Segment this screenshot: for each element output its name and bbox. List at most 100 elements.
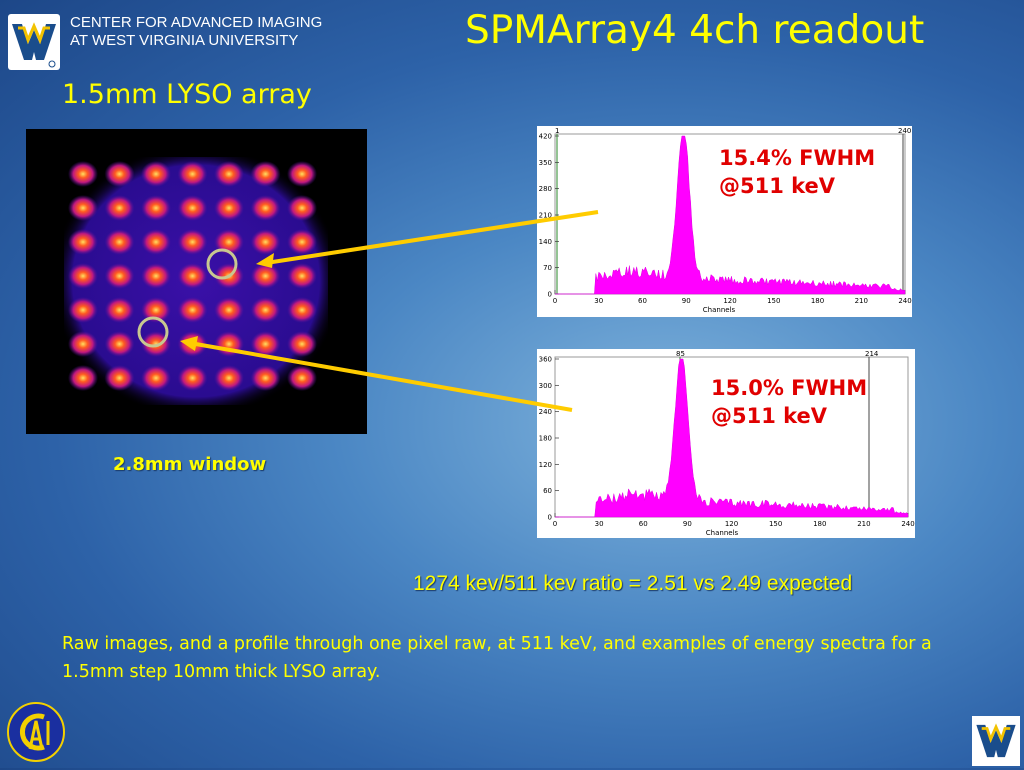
crystal-spot: [68, 229, 98, 255]
spectrum-bottom-marker-right: 214: [865, 350, 879, 358]
y-tick-label: 140: [539, 238, 552, 246]
crystal-spot: [287, 365, 317, 391]
crystal-spot: [177, 195, 208, 221]
window-label: 2.8mm window: [113, 454, 267, 475]
crystal-spot: [250, 331, 281, 357]
fwhm-top-line-2: @511 keV: [719, 174, 836, 198]
crystal-spot: [177, 161, 208, 187]
spectrum-bottom-marker-left: 85: [676, 350, 685, 358]
crystal-spot: [68, 331, 98, 357]
crystal-spot: [287, 297, 317, 323]
y-tick-label: 240: [539, 408, 552, 416]
y-tick-label: 0: [548, 291, 552, 299]
fwhm-top-line-1: 15.4% FWHM: [719, 146, 876, 170]
x-tick-label: 210: [855, 297, 868, 305]
crystal-spot: [287, 161, 317, 187]
x-tick-label: 0: [553, 297, 557, 305]
flood-image: [26, 129, 367, 434]
slide-subtitle: 1.5mm LYSO array: [62, 79, 312, 110]
crystal-spot: [214, 365, 244, 391]
crystal-spot: [68, 263, 98, 289]
crystal-spot: [104, 263, 135, 289]
x-tick-label: 240: [901, 520, 914, 528]
crystal-spot: [141, 229, 171, 255]
crystal-spot: [287, 263, 317, 289]
y-tick-label: 280: [539, 185, 552, 193]
x-tick-label: 150: [769, 520, 782, 528]
organization-name: CENTER FOR ADVANCED IMAGING AT WEST VIRG…: [70, 14, 322, 50]
x-tick-label: 90: [683, 520, 692, 528]
crystal-spot: [68, 297, 98, 323]
wvu-logo: [8, 14, 60, 70]
ratio-text: 1274 kev/511 kev ratio = 2.51 vs 2.49 ex…: [413, 572, 853, 595]
y-tick-label: 180: [539, 435, 552, 443]
crystal-spot: [141, 331, 171, 357]
crystal-spot: [141, 263, 171, 289]
crystal-spot: [104, 195, 135, 221]
spectrum-bottom-series: [555, 358, 909, 518]
spectrum-bottom-frame: [554, 356, 909, 518]
spectrum-top-frame: [554, 133, 906, 295]
crystal-spot: [250, 161, 281, 187]
crystal-spot: [177, 297, 208, 323]
crystal-spot: [104, 161, 135, 187]
crystal-spot: [250, 365, 281, 391]
x-tick-label: 210: [857, 520, 870, 528]
y-tick-label: 420: [539, 133, 552, 141]
spectrum-top-marker-label-left: 1: [555, 127, 559, 135]
y-tick-label: 120: [539, 461, 552, 469]
fwhm-label-top: 15.4% FWHM @511 keV: [719, 144, 875, 200]
spectrum-top-x-ticks: 0 30 60 90 120 150 180 210 240: [553, 290, 912, 305]
crystal-spot: [214, 195, 244, 221]
flood-image-canvas: [64, 157, 328, 405]
crystal-spot: [214, 229, 244, 255]
selected-pixel-circle-upper: [206, 248, 238, 280]
x-tick-label: 90: [682, 297, 691, 305]
x-tick-label: 60: [639, 520, 648, 528]
crystal-spot: [214, 297, 244, 323]
x-tick-label: 150: [767, 297, 780, 305]
crystal-spot: [214, 161, 244, 187]
cai-logo: [6, 701, 66, 763]
fwhm-bottom-line-2: @511 keV: [711, 404, 828, 428]
crystal-spot: [141, 365, 171, 391]
energy-spectrum-top: 240 1 0 70 140 210 280 350 420 0 30 60 90 120 150 18…: [537, 126, 912, 317]
crystal-spot: [104, 297, 135, 323]
slide-caption: Raw images, and a profile through one pi…: [62, 634, 932, 682]
x-tick-label: 180: [813, 520, 826, 528]
x-tick-label: 30: [594, 297, 603, 305]
crystal-spot: [214, 331, 244, 357]
crystal-spot: [104, 331, 135, 357]
crystal-spot: [287, 331, 317, 357]
y-tick-label: 350: [539, 159, 552, 167]
crystal-spot: [250, 229, 281, 255]
y-tick-label: 0: [548, 514, 552, 522]
x-tick-label: 240: [898, 297, 911, 305]
crystal-spot: [68, 195, 98, 221]
x-tick-label: 30: [595, 520, 604, 528]
crystal-spot: [177, 229, 208, 255]
crystal-spot: [250, 195, 281, 221]
fwhm-bottom-line-1: 15.0% FWHM: [711, 376, 868, 400]
crystal-spot: [141, 161, 171, 187]
y-tick-label: 360: [539, 356, 552, 364]
crystal-spot: [141, 297, 171, 323]
crystal-spots: [68, 161, 317, 391]
crystal-spot: [177, 331, 208, 357]
crystal-spot: [250, 263, 281, 289]
crystal-spot: [141, 195, 171, 221]
x-tick-label: 120: [725, 520, 738, 528]
x-tick-label: 60: [638, 297, 647, 305]
y-tick-label: 210: [539, 212, 552, 220]
crystal-spot: [104, 229, 135, 255]
selected-pixel-circle-lower: [137, 316, 169, 348]
crystal-spot: [177, 365, 208, 391]
x-tick-label: 0: [553, 520, 557, 528]
crystal-spot: [104, 365, 135, 391]
crystal-spot: [250, 297, 281, 323]
spectrum-top-x-label: Channels: [703, 306, 736, 314]
y-tick-label: 300: [539, 382, 552, 390]
crystal-spot: [68, 365, 98, 391]
x-tick-label: 180: [811, 297, 824, 305]
crystal-spot: [287, 195, 317, 221]
